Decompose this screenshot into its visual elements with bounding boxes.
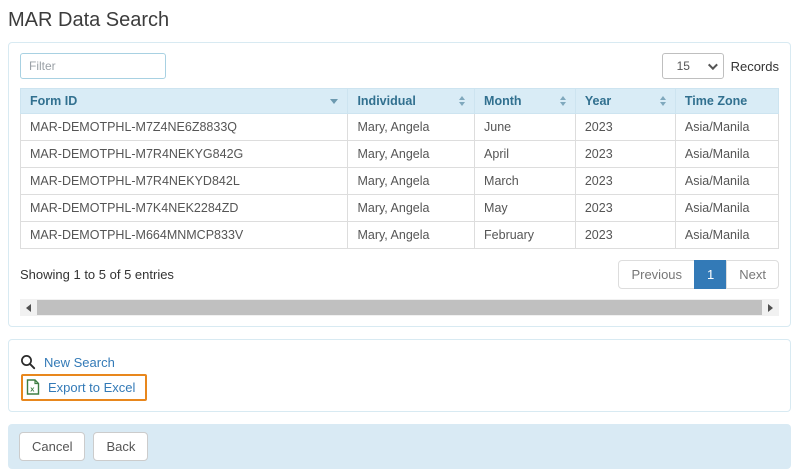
cell-form-id: MAR-DEMOTPHL-M7K4NEK2284ZD xyxy=(19,194,349,222)
page-title: MAR Data Search xyxy=(8,9,170,31)
sort-both-icon xyxy=(659,96,666,106)
cell-month: March xyxy=(474,167,576,195)
pagination-next-button[interactable]: Next xyxy=(726,260,779,289)
column-header-month[interactable]: Month xyxy=(474,88,576,114)
cell-form-id: MAR-DEMOTPHL-M7R4NEKYD842L xyxy=(19,167,349,195)
table-row[interactable]: MAR-DEMOTPHL-M7R4NEKYG842G Mary, Angela … xyxy=(19,140,780,168)
column-header-year[interactable]: Year xyxy=(574,88,676,114)
pagination-previous-button[interactable]: Previous xyxy=(618,260,696,289)
scroll-right-button[interactable] xyxy=(762,299,779,316)
cell-month: April xyxy=(474,140,576,168)
column-header-form-id[interactable]: Form ID xyxy=(19,88,349,114)
column-label: Year xyxy=(584,94,612,108)
cell-individual: Mary, Angela xyxy=(347,140,476,168)
export-to-excel-link[interactable]: x Export to Excel xyxy=(26,377,135,397)
cell-time-zone: Asia/Manila xyxy=(674,194,780,222)
cell-individual: Mary, Angela xyxy=(347,194,476,222)
excel-file-icon: x xyxy=(26,379,40,395)
new-search-link[interactable]: New Search xyxy=(20,352,115,372)
cell-year: 2023 xyxy=(574,221,676,249)
table-row[interactable]: MAR-DEMOTPHL-M7Z4NE6Z8833Q Mary, Angela … xyxy=(19,113,780,141)
cell-form-id: MAR-DEMOTPHL-M7R4NEKYG842G xyxy=(19,140,349,168)
cell-time-zone: Asia/Manila xyxy=(674,167,780,195)
cell-month: June xyxy=(474,113,576,141)
scroll-left-arrow-icon xyxy=(26,303,31,312)
results-panel: 15 Records Form ID xyxy=(8,42,791,327)
scroll-right-arrow-icon xyxy=(768,303,773,312)
chevron-down-icon xyxy=(707,59,718,70)
sort-both-icon xyxy=(459,96,466,106)
cell-year: 2023 xyxy=(574,167,676,195)
table-header-row: Form ID Individual Month xyxy=(19,88,780,114)
entries-summary: Showing 1 to 5 of 5 entries xyxy=(20,267,174,282)
scrollbar-thumb[interactable] xyxy=(37,300,762,315)
horizontal-scrollbar[interactable] xyxy=(20,299,779,316)
cell-form-id: MAR-DEMOTPHL-M7Z4NE6Z8833Q xyxy=(19,113,349,141)
cell-individual: Mary, Angela xyxy=(347,167,476,195)
column-label: Individual xyxy=(357,94,416,108)
cell-year: 2023 xyxy=(574,140,676,168)
cell-month: February xyxy=(474,221,576,249)
column-header-time-zone[interactable]: Time Zone xyxy=(674,88,780,114)
table-footer: Showing 1 to 5 of 5 entries Previous 1 N… xyxy=(20,260,779,289)
cell-time-zone: Asia/Manila xyxy=(674,221,780,249)
cell-time-zone: Asia/Manila xyxy=(674,113,780,141)
export-to-excel-label: Export to Excel xyxy=(48,379,136,395)
records-selected-value: 15 xyxy=(676,59,690,73)
column-label: Month xyxy=(484,94,522,108)
table-row[interactable]: MAR-DEMOTPHL-M7R4NEKYD842L Mary, Angela … xyxy=(19,167,780,195)
pagination-page-1-button[interactable]: 1 xyxy=(694,260,728,289)
table-row[interactable]: MAR-DEMOTPHL-M7K4NEK2284ZD Mary, Angela … xyxy=(19,194,780,222)
magnifier-icon xyxy=(21,355,36,370)
cell-year: 2023 xyxy=(574,113,676,141)
records-per-page-select[interactable]: 15 xyxy=(661,53,724,79)
column-header-individual[interactable]: Individual xyxy=(347,88,476,114)
cell-form-id: MAR-DEMOTPHL-M664MNMCP833V xyxy=(19,221,349,249)
column-label: Form ID xyxy=(30,94,78,108)
records-control: 15 Records xyxy=(661,53,779,79)
records-label: Records xyxy=(730,58,779,74)
mar-results-table: Form ID Individual Month xyxy=(19,88,780,249)
cell-individual: Mary, Angela xyxy=(347,113,476,141)
sort-both-icon xyxy=(559,96,566,106)
pagination: Previous 1 Next xyxy=(618,260,779,289)
column-label: Time Zone xyxy=(684,94,748,108)
bottom-action-bar: Cancel Back xyxy=(8,424,791,469)
filter-input[interactable] xyxy=(20,53,166,79)
actions-panel: New Search x Export to Excel xyxy=(8,339,791,412)
scroll-left-button[interactable] xyxy=(20,299,37,316)
new-search-label: New Search xyxy=(44,354,115,370)
export-highlight-box: x Export to Excel xyxy=(21,374,148,401)
cancel-button[interactable]: Cancel xyxy=(19,432,86,461)
table-row[interactable]: MAR-DEMOTPHL-M664MNMCP833V Mary, Angela … xyxy=(19,221,780,249)
cell-month: May xyxy=(474,194,576,222)
sort-desc-icon xyxy=(330,98,339,104)
table-controls-row: 15 Records xyxy=(20,53,779,79)
back-button[interactable]: Back xyxy=(93,432,149,461)
cell-year: 2023 xyxy=(574,194,676,222)
cell-individual: Mary, Angela xyxy=(347,221,476,249)
svg-text:x: x xyxy=(30,384,35,393)
cell-time-zone: Asia/Manila xyxy=(674,140,780,168)
